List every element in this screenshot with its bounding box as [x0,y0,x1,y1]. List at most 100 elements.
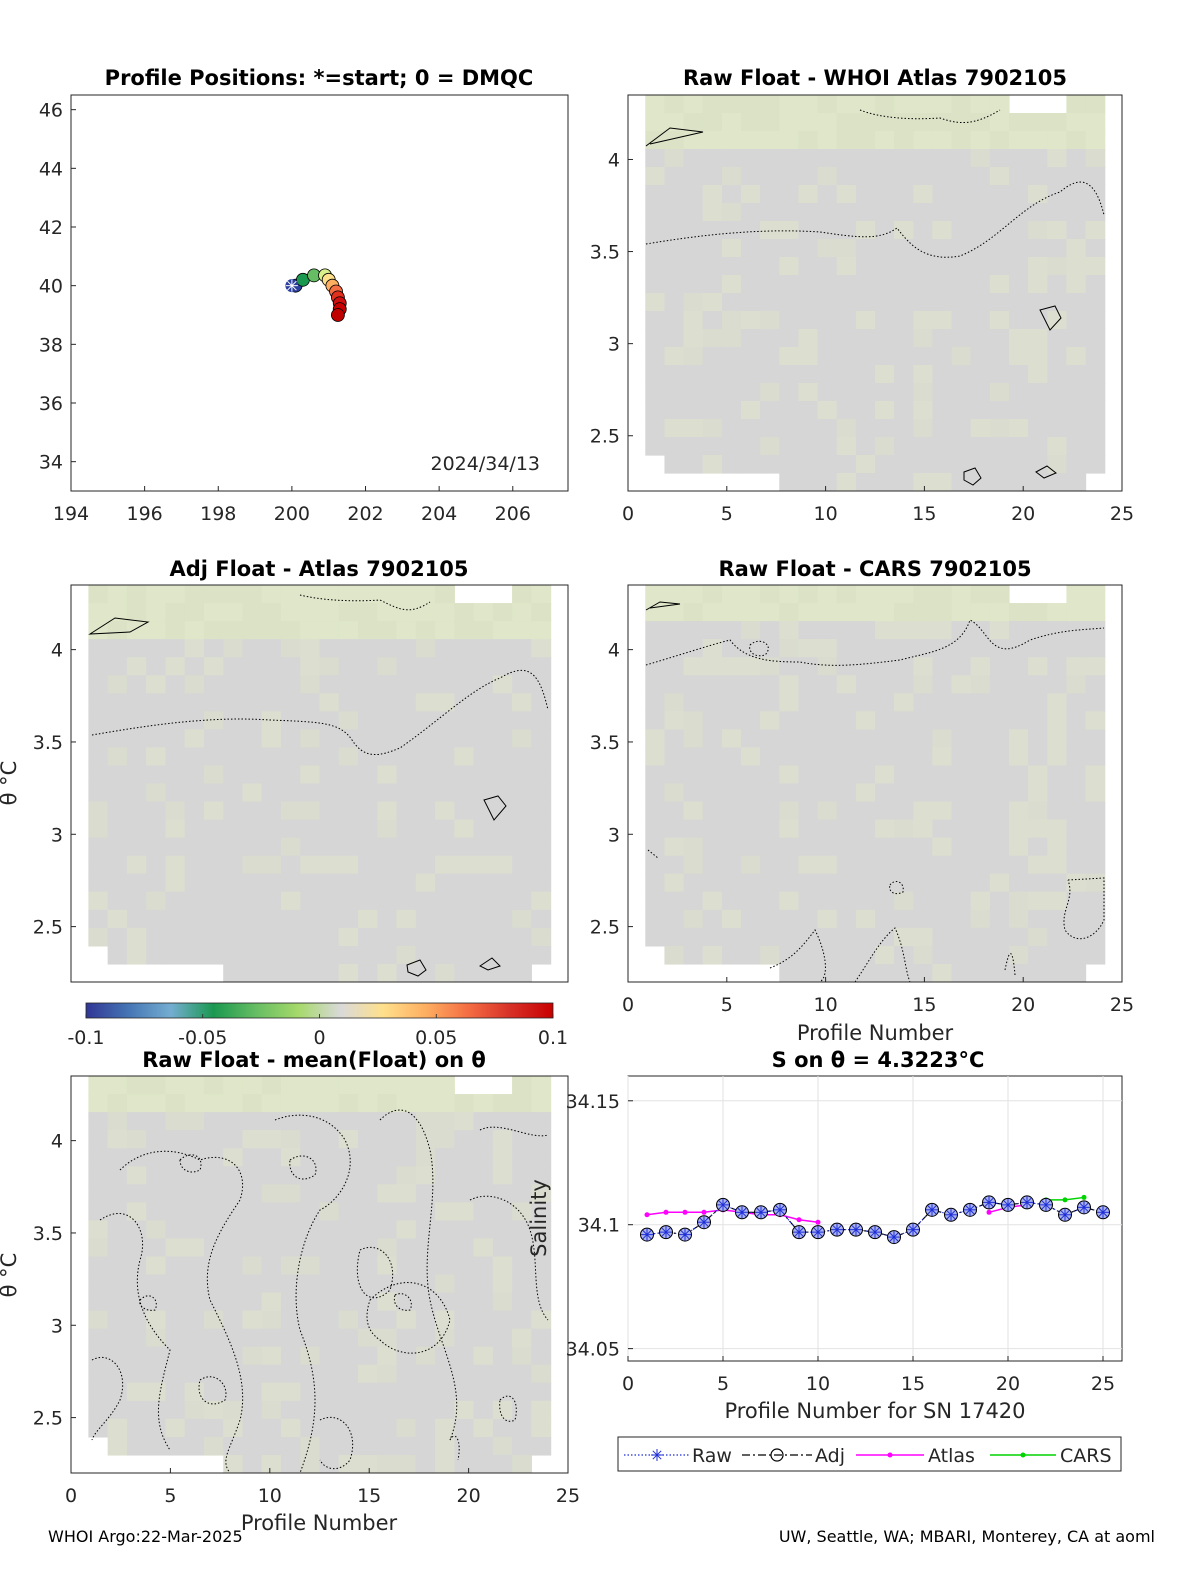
field-cell [203,819,224,839]
x-tick-label: 202 [347,503,383,525]
field-cell [836,419,857,438]
legend-raw-star [652,1450,662,1460]
raw-point [851,1225,861,1235]
field-cell [531,1112,552,1131]
field-cell [165,1112,186,1131]
field-cell [377,711,398,730]
x-tick-label: 5 [717,1373,729,1395]
field-cell [396,819,417,839]
field-cell [721,185,742,204]
field-cell [683,113,704,132]
field-cell [242,711,263,730]
field-cell [165,729,186,749]
field-cell [415,1094,436,1113]
y-tick-label: 4 [608,640,620,662]
field-cell [817,455,838,474]
field-cell [970,383,991,402]
field-cell [261,657,282,676]
field-cell [280,1256,301,1276]
field-cell [970,401,991,420]
field-cell [223,873,244,893]
field-cell [261,1400,282,1420]
field-cell [300,1166,321,1185]
field-cell [512,1364,532,1384]
y-tick-label: 3.5 [33,732,63,754]
field-cell [1047,837,1068,857]
field-cell [951,585,972,604]
field-cell [396,657,417,676]
field-cell [951,819,972,839]
field-cell [702,855,723,875]
field-cell [377,1112,398,1131]
field-cell [989,801,1010,821]
field-cell [88,657,109,676]
field-cell [1066,383,1087,402]
field-cell [531,765,552,785]
field-cell [989,203,1010,222]
field-cell [223,1166,244,1185]
field-cell [88,1418,109,1438]
field-cell [377,1310,398,1330]
field-cell [473,819,494,839]
field-cell [300,639,321,658]
field-cell [165,639,186,658]
field-cell [1047,185,1068,204]
field-cell [107,855,128,875]
field-cell [512,585,532,604]
field-cell [492,1202,513,1221]
field-cell [203,1400,224,1420]
field-cell [338,585,359,604]
field-cell [1047,765,1068,785]
field-cell [798,293,819,312]
field-cell [779,347,800,366]
field-cell [683,657,704,676]
field-cell [970,891,991,911]
field-cell [126,855,147,875]
field-cell [261,1346,282,1366]
field-cell [435,1220,455,1240]
field-cell [798,729,819,749]
field-cell [358,639,378,658]
field-cell [415,1382,436,1402]
contour-line [299,594,431,611]
field-cell [779,437,800,456]
field-cell [913,873,934,893]
field-cell [223,1436,244,1456]
field-cell [664,747,685,767]
field-cell [184,1112,205,1131]
field-cell [300,747,321,767]
field-cell [817,801,838,821]
field-cell [913,675,934,694]
field-cell [1028,603,1048,622]
field-cell [1085,95,1106,114]
field-cell [184,1292,205,1312]
field-cell [338,1310,359,1330]
field-cell [875,185,895,204]
field-cell [817,585,838,604]
field-cell [989,329,1010,348]
field-cell [203,621,224,640]
field-cell [377,1076,398,1095]
field-cell [817,675,838,694]
field-cell [1047,819,1068,839]
y-tick-label: 44 [39,158,63,180]
field-cell [741,729,761,749]
field-cell [203,855,224,875]
field-cell [261,927,282,947]
field-cell [126,783,147,803]
field-cell [855,149,876,168]
field-cell [531,1364,552,1384]
cars-point [1062,1197,1068,1203]
field-cell [1028,149,1048,168]
field-cell [760,693,780,712]
field-cell [473,639,494,658]
field-cell [875,729,895,749]
field-cell [951,927,972,947]
field-cell [300,801,321,821]
field-cell [454,963,475,982]
field-cell [913,131,934,150]
field-cell [855,203,876,222]
field-cell [358,1382,378,1402]
field-cell [473,891,494,911]
field-cell [798,819,819,839]
